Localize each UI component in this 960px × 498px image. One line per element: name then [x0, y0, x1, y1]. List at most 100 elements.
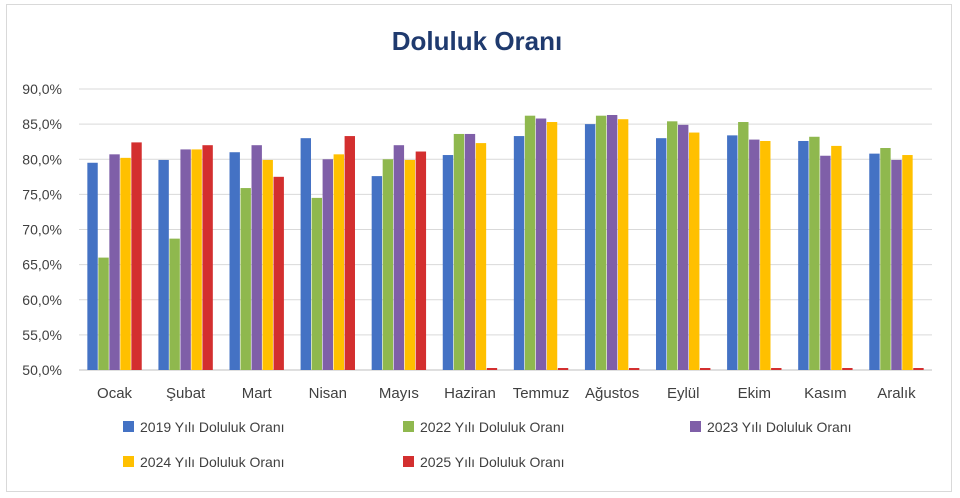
bar [902, 155, 913, 370]
bar [667, 121, 678, 370]
x-tick-label: Mart [242, 385, 273, 402]
y-tick-label: 60,0% [22, 292, 62, 308]
legend-label: 2024 Yılı Doluluk Oranı [140, 454, 285, 470]
bar [595, 115, 607, 370]
bar [169, 238, 180, 370]
x-tick-label: Ekim [738, 385, 771, 402]
legend-swatch [690, 421, 701, 432]
bar [404, 159, 416, 370]
bar [300, 138, 311, 370]
y-tick-label: 85,0% [22, 116, 62, 132]
bar [546, 122, 558, 370]
bar [202, 145, 213, 370]
x-tick-label: Haziran [444, 385, 496, 402]
legend: 2019 Yılı Doluluk Oranı 2022 Yılı Doluluk… [123, 419, 852, 470]
legend-swatch [123, 421, 134, 432]
x-tick-label: Şubat [166, 385, 206, 402]
bar [87, 162, 98, 370]
legend-item: 2022 Yılı Doluluk Oranı [403, 419, 565, 435]
y-tick-label: 50,0% [22, 362, 62, 378]
bar [333, 154, 344, 370]
bar-empty [913, 368, 924, 370]
x-tick-label: Ocak [97, 385, 133, 402]
bar [749, 139, 760, 370]
bar [180, 149, 191, 370]
legend-swatch [123, 456, 134, 467]
bar [229, 152, 240, 370]
x-tick-label: Eylül [667, 385, 700, 402]
bar [513, 136, 525, 370]
bar [760, 140, 771, 370]
legend-swatch [403, 456, 414, 467]
bar [98, 257, 109, 370]
bar [131, 142, 142, 370]
y-tick-label: 55,0% [22, 327, 62, 343]
gridlines [79, 88, 932, 371]
bar [382, 159, 394, 370]
bar [191, 149, 202, 370]
x-tick-label: Nisan [309, 385, 347, 402]
bar [109, 154, 120, 370]
bar [240, 188, 251, 370]
legend-item: 2023 Yılı Doluluk Oranı [690, 419, 852, 435]
legend-label: 2023 Yılı Doluluk Oranı [707, 419, 852, 435]
x-tick-label: Aralık [877, 385, 916, 402]
bar [273, 176, 284, 370]
bar-empty [771, 368, 782, 370]
bar [727, 135, 738, 370]
bar [535, 118, 547, 370]
y-tick-label: 70,0% [22, 222, 62, 238]
y-axis-ticks: 90,0% 85,0% 80,0% 75,0% 70,0% 65,0% 60,0% 55,0%… [22, 81, 62, 378]
bar-empty [486, 368, 498, 370]
bar [738, 122, 749, 370]
legend-item: 2025 Yılı Doluluk Oranı [403, 454, 565, 470]
legend-label: 2019 Yılı Doluluk Oranı [140, 419, 285, 435]
legend-label: 2025 Yılı Doluluk Oranı [420, 454, 565, 470]
bar [809, 136, 820, 370]
x-tick-label: Mayıs [379, 385, 419, 402]
bars [87, 114, 924, 371]
x-axis-ticks: Ocak Şubat Mart Nisan Mayıs Haziran Temmuz Ağus… [97, 385, 916, 402]
y-tick-label: 80,0% [22, 151, 62, 167]
bar [442, 155, 454, 370]
x-tick-label: Temmuz [513, 385, 570, 402]
bar [880, 148, 891, 370]
legend-item: 2024 Yılı Doluluk Oranı [123, 454, 285, 470]
y-tick-label: 65,0% [22, 257, 62, 273]
y-tick-label: 75,0% [22, 186, 62, 202]
bar [311, 197, 322, 370]
bar-empty [628, 368, 640, 370]
bar [453, 133, 465, 370]
bar [464, 133, 476, 370]
bar [891, 159, 902, 370]
bar [322, 159, 333, 370]
x-tick-label: Ağustos [585, 385, 639, 402]
bar [415, 151, 427, 370]
bar [344, 136, 355, 370]
chart-title: Doluluk Oranı [392, 26, 562, 56]
bar [371, 176, 383, 370]
legend-label: 2022 Yılı Doluluk Oranı [420, 419, 565, 435]
x-tick-label: Kasım [804, 385, 847, 402]
bar [158, 159, 169, 370]
bar [393, 145, 405, 370]
bar [820, 155, 831, 370]
bar [262, 159, 273, 370]
bar [524, 115, 536, 370]
bar [656, 138, 667, 370]
bar [584, 124, 596, 370]
bar [798, 140, 809, 370]
y-tick-label: 90,0% [22, 81, 62, 97]
bar [831, 145, 842, 370]
legend-item: 2019 Yılı Doluluk Oranı [123, 419, 285, 435]
bar [869, 153, 880, 370]
bar-empty [842, 368, 853, 370]
legend-swatch [403, 421, 414, 432]
bar-empty [700, 368, 711, 370]
bar [251, 145, 262, 370]
bar [475, 143, 487, 370]
bar [689, 132, 700, 370]
bar [120, 157, 131, 370]
bar [678, 124, 689, 370]
